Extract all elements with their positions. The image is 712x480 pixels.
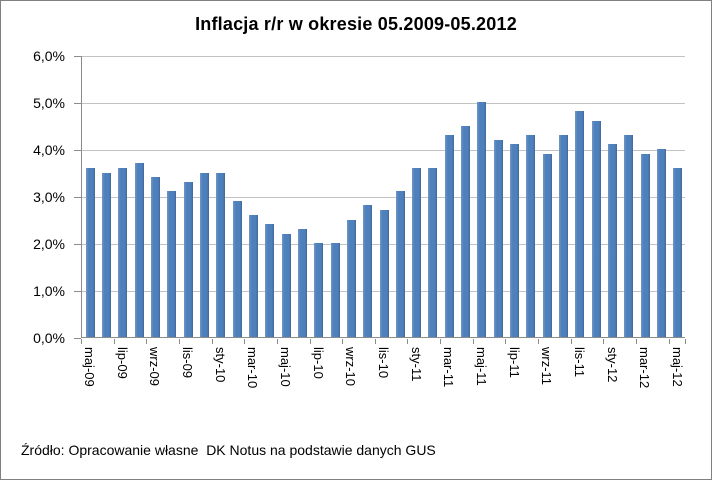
x-axis-label: mar-12 [637, 347, 653, 389]
bar-kwi-10 [265, 224, 275, 337]
x-axis-tick [505, 339, 507, 344]
chart-title: Inflacja r/r w okresie 05.2009-05.2012 [195, 14, 517, 34]
bar-kwi-12 [657, 149, 666, 337]
bar-kwi-11 [461, 125, 471, 337]
x-axis-tick [178, 339, 180, 344]
bar-gru-11 [591, 120, 601, 337]
x-axis-label: lip-10 [310, 347, 326, 379]
bar-cze-11 [493, 139, 503, 337]
y-axis-tick [74, 150, 81, 151]
bar-gru-10 [395, 191, 405, 337]
bar-sty-10 [216, 172, 226, 337]
y-axis-tick [74, 197, 81, 198]
x-axis-label: maj-10 [278, 347, 294, 387]
x-axis-label: lis-11 [571, 347, 587, 378]
x-axis-tick [538, 339, 540, 344]
x-axis-label: mar-11 [441, 347, 457, 388]
bar-cze-09 [101, 172, 111, 337]
bar-sty-12 [608, 144, 618, 337]
bar-mar-10 [248, 214, 258, 337]
y-axis-tick [74, 338, 81, 339]
bar-paź-10 [363, 205, 373, 337]
x-axis-label: mar-10 [245, 347, 261, 389]
bar-maj-11 [477, 102, 487, 337]
y-axis-label: 1,0% [33, 283, 65, 299]
bar-paź-11 [559, 134, 569, 337]
x-axis-tick [472, 339, 474, 344]
x-axis-tick [342, 339, 344, 344]
bar-lis-11 [575, 111, 585, 337]
bar-lip-10 [314, 243, 324, 337]
x-axis-label: lis-09 [180, 347, 196, 379]
x-axis-tick [244, 339, 246, 344]
bar-wrz-09 [150, 177, 160, 337]
bar-sie-10 [330, 243, 340, 337]
bar-cze-10 [297, 228, 307, 337]
gridline [82, 56, 685, 57]
x-axis-tick [374, 339, 376, 344]
x-axis-tick [81, 339, 82, 344]
x-axis-tick [668, 339, 670, 344]
x-axis-tick [440, 339, 442, 344]
bar-gru-09 [199, 172, 209, 337]
y-axis-label: 6,0% [33, 48, 65, 64]
gridline [82, 197, 685, 198]
x-axis-tick [309, 339, 311, 344]
x-axis-label: maj-11 [473, 347, 489, 386]
y-axis-label: 4,0% [33, 142, 65, 158]
x-axis-tick [636, 339, 638, 344]
bar-sie-11 [526, 134, 536, 337]
x-axis-tick [685, 339, 686, 344]
x-axis-label: lip-09 [114, 347, 130, 379]
bar-lis-09 [183, 181, 193, 337]
x-axis-label: sty-11 [408, 347, 424, 382]
plot-area [81, 56, 685, 338]
x-axis-label: lis-10 [376, 347, 391, 379]
x-axis-label: maj-09 [82, 347, 98, 387]
bar-mar-11 [444, 134, 454, 337]
bar-lis-10 [379, 210, 389, 337]
y-axis-tick [74, 103, 81, 104]
bar-sie-09 [134, 163, 144, 337]
y-axis-tick [74, 244, 81, 245]
bar-lip-11 [510, 144, 520, 337]
bar-lut-11 [428, 167, 438, 337]
x-axis-tick [603, 339, 605, 344]
x-axis-label: maj-12 [669, 347, 685, 387]
x-axis-tick [211, 339, 213, 344]
bar-paź-09 [167, 191, 177, 337]
gridline [82, 103, 685, 104]
bar-lut-10 [232, 200, 242, 337]
x-axis-label: wrz-11 [539, 347, 555, 386]
x-axis-tick [570, 339, 572, 344]
x-axis-label: sty-10 [212, 347, 228, 383]
bar-mar-12 [640, 153, 650, 337]
x-axis-tick [113, 339, 115, 344]
bar-sty-11 [412, 167, 422, 337]
bar-lip-09 [118, 167, 128, 337]
x-axis-label: lip-11 [506, 347, 522, 378]
x-axis-tick [276, 339, 278, 344]
bar-wrz-10 [346, 219, 356, 337]
x-axis-tick [407, 339, 409, 344]
bar-lut-12 [624, 134, 634, 337]
x-axis-label: sty-12 [604, 347, 620, 383]
y-axis-label: 5,0% [33, 95, 65, 111]
source-note: Źródło: Opracowanie własne DK Notus na p… [21, 442, 436, 458]
bar-wrz-11 [542, 153, 552, 337]
y-axis-tick [74, 291, 81, 292]
x-axis-label: wrz-09 [147, 347, 163, 387]
bar-maj-09 [85, 167, 95, 337]
bar-maj-10 [281, 233, 291, 337]
y-axis-label: 2,0% [33, 236, 65, 252]
y-axis-tick [74, 56, 81, 57]
gridline [82, 150, 685, 151]
y-axis-label: 0,0% [33, 330, 65, 346]
x-axis-tick [146, 339, 148, 344]
y-axis-label: 3,0% [33, 189, 65, 205]
bar-maj-12 [673, 167, 683, 337]
x-axis-label: wrz-10 [343, 347, 359, 387]
